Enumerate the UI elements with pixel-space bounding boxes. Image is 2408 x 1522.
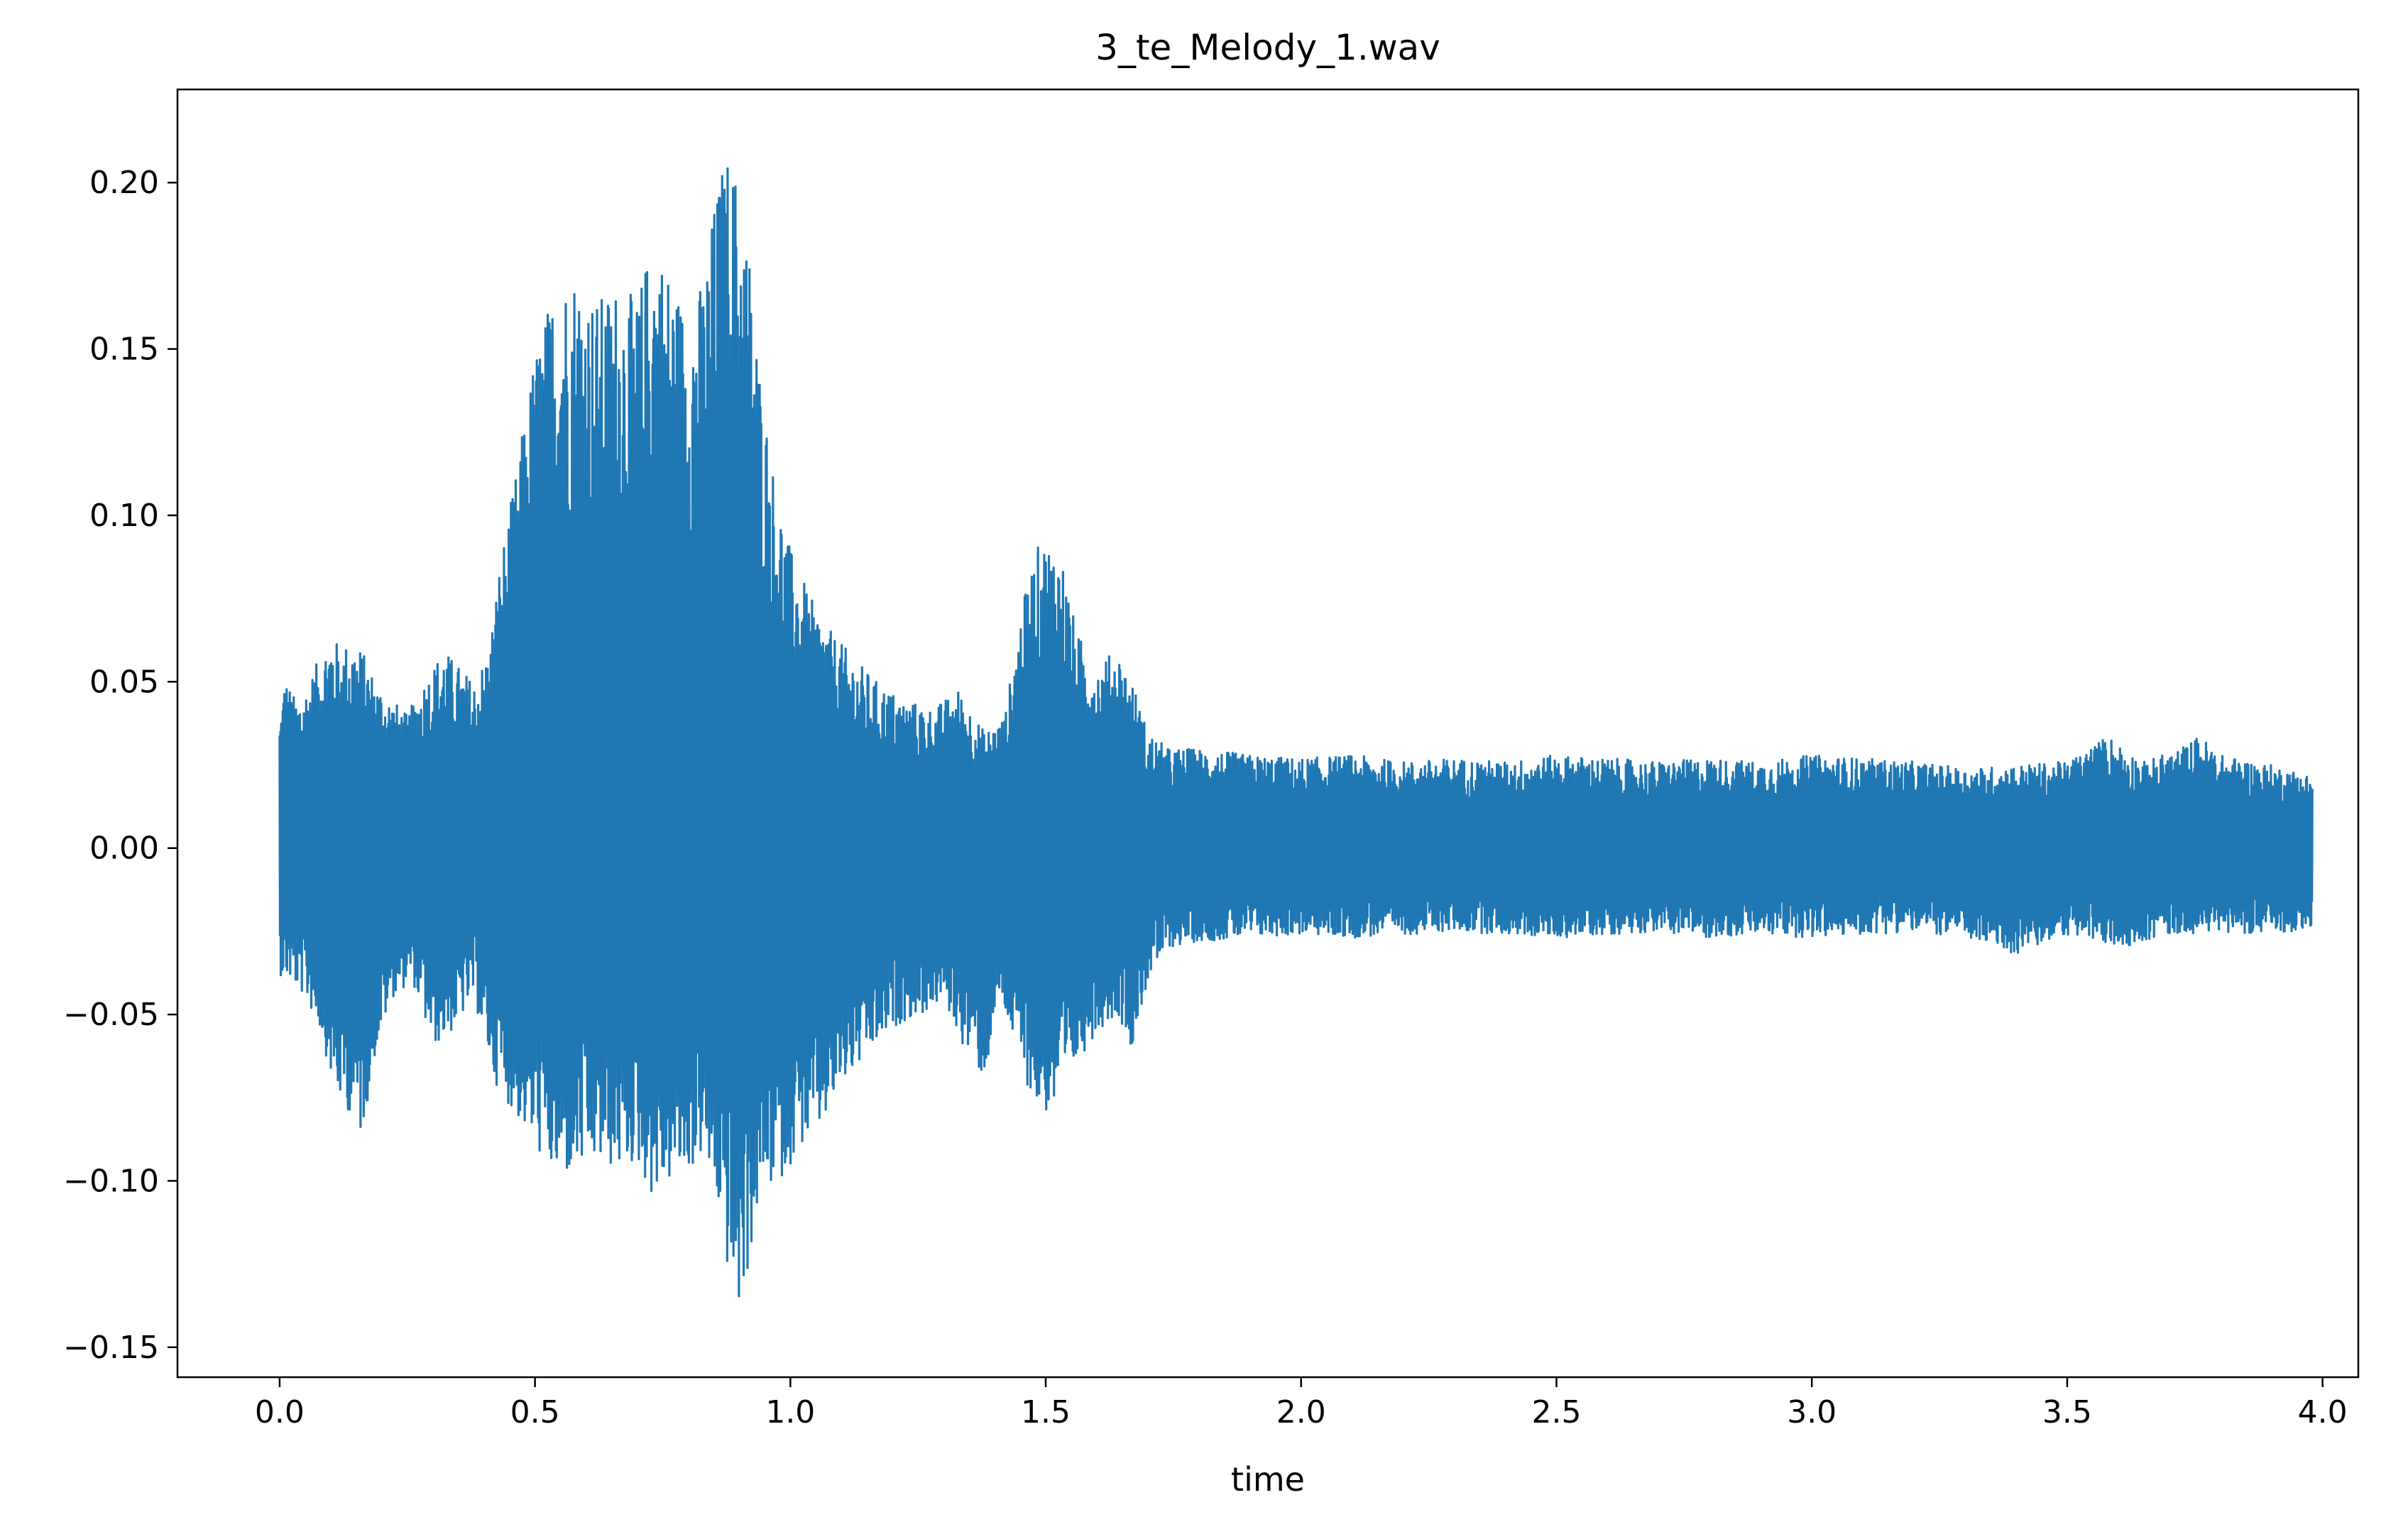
x-tick-label: 4.0 (2298, 1394, 2348, 1430)
y-tick-label: −0.10 (63, 1163, 159, 1199)
x-axis-ticks: 0.0 0.5 1.0 1.5 2.0 2.5 3.0 3.5 4.0 (255, 1377, 2348, 1430)
x-tick-label: 3.5 (2042, 1394, 2092, 1430)
x-tick-label: 1.5 (1021, 1394, 1071, 1430)
y-tick-label: −0.15 (63, 1330, 159, 1366)
x-axis-label: time (1231, 1460, 1305, 1499)
x-tick-label: 3.0 (1787, 1394, 1837, 1430)
y-tick-label: 0.20 (89, 165, 159, 201)
x-tick-label: 0.0 (255, 1394, 305, 1430)
y-axis-ticks: 0.20 0.15 0.10 0.05 0.00 −0.05 −0.10 −0.15 (63, 165, 177, 1366)
x-tick-label: 2.0 (1276, 1394, 1326, 1430)
x-tick-label: 2.5 (1531, 1394, 1581, 1430)
x-tick-label: 0.5 (510, 1394, 560, 1430)
plot-area (278, 167, 2314, 1298)
y-tick-label: 0.05 (89, 664, 159, 700)
y-tick-label: −0.05 (63, 997, 159, 1033)
x-tick-label: 1.0 (765, 1394, 815, 1430)
y-tick-label: 0.00 (89, 831, 159, 867)
axes-frame (176, 88, 2360, 1379)
y-tick-label: 0.10 (89, 498, 159, 534)
chart-title: 3_te_Melody_1.wav (1095, 27, 1440, 68)
waveform-series-line (278, 167, 2314, 1298)
y-tick-label: 0.15 (89, 332, 159, 368)
